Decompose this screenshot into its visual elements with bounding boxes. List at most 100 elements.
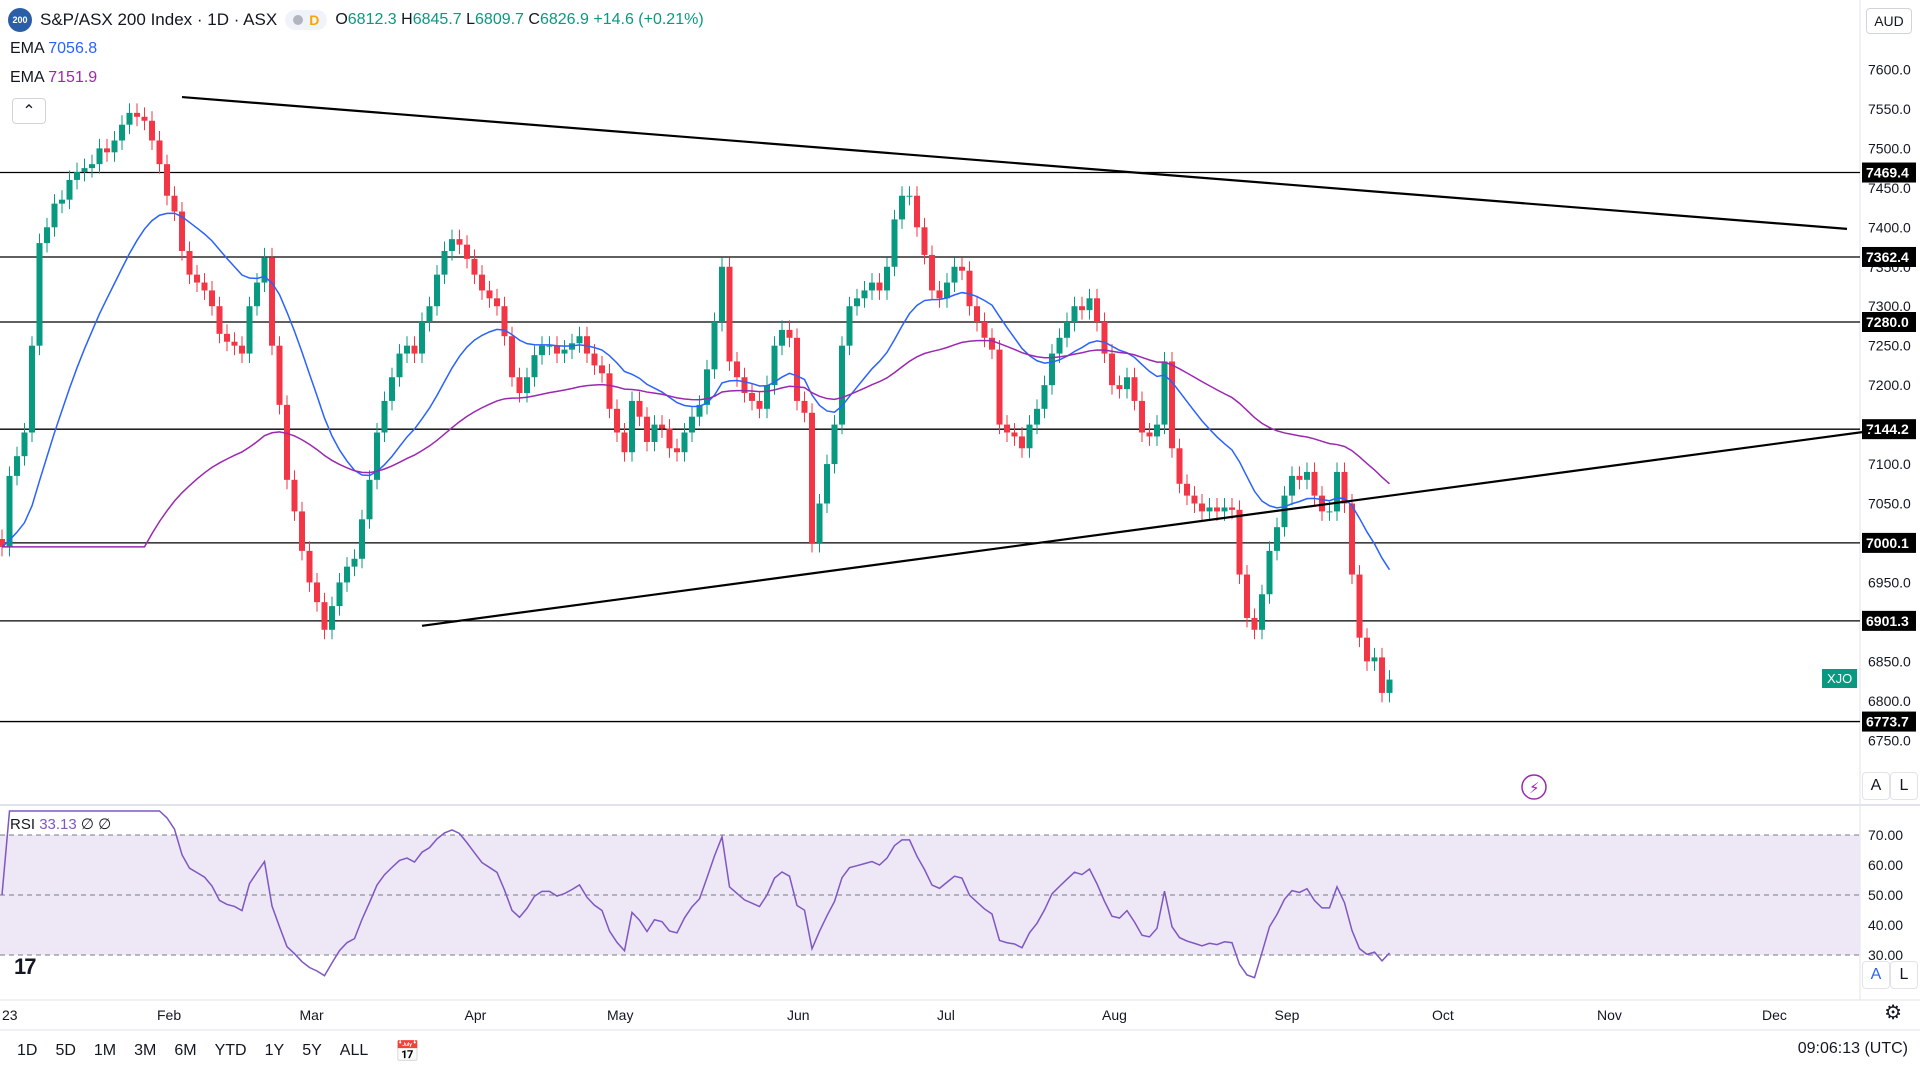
candle-body (996, 349, 1003, 425)
candle-body (449, 239, 455, 251)
candle-body (1004, 424, 1010, 433)
candle-body (629, 400, 635, 453)
gear-icon[interactable]: ⚙ (1884, 1002, 1902, 1024)
candle-body (1154, 424, 1160, 437)
candle-body (246, 306, 253, 354)
candle-body (779, 329, 785, 346)
candle-body (531, 355, 538, 378)
rsi-auto-scale-button[interactable]: A (1862, 961, 1890, 989)
timeframe-list: 1D 5D 1M 3M 6M YTD 1Y 5Y ALL (8, 1038, 377, 1064)
candle-body (419, 322, 425, 354)
candle-body (36, 243, 43, 346)
candle-body (291, 479, 298, 512)
level-tag-bg (1862, 162, 1916, 183)
candle-body (606, 373, 613, 409)
candle-body (689, 416, 695, 433)
rsi-log-scale-button[interactable]: L (1890, 961, 1918, 989)
candle-body (1281, 495, 1288, 528)
timeframe-button-5d[interactable]: 5D (55, 1042, 76, 1059)
symbol-title[interactable]: S&P/ASX 200 Index · 1D · ASX (40, 10, 278, 29)
candle-body (951, 266, 958, 283)
x-tick-label: Aug (1102, 1007, 1127, 1023)
candle-body (674, 448, 680, 453)
timeframe-button-1d[interactable]: 1D (17, 1042, 38, 1059)
y-tick-label: 7250.0 (1868, 338, 1911, 354)
ema-slow-legend[interactable]: EMA 7151.9 (10, 69, 97, 87)
ema-slow-value: 7151.9 (48, 69, 98, 86)
currency-selector[interactable]: AUD (1866, 8, 1912, 34)
candle-body (614, 408, 620, 433)
candle-body (989, 337, 995, 350)
ohlc-high: 6845.7 (412, 11, 462, 28)
timeframe-button-5y[interactable]: 5Y (302, 1042, 322, 1059)
candle-body (1079, 306, 1085, 311)
timeframe-button-1m[interactable]: 1M (93, 1042, 117, 1059)
candle-body (396, 353, 403, 378)
rsi-tick-label: 30.00 (1868, 947, 1903, 963)
candle-body (456, 239, 463, 245)
candle-body (164, 164, 170, 196)
y-tick-label: 6750.0 (1868, 732, 1911, 748)
candle-body (749, 393, 755, 401)
rsi-label: RSI (10, 816, 36, 833)
y-tick-label: 7550.0 (1868, 101, 1911, 117)
candle-body (1296, 475, 1303, 480)
candle-body (44, 227, 50, 244)
candle-body (96, 148, 103, 165)
rsi-tick-label: 50.00 (1868, 887, 1903, 903)
candle-body (621, 432, 628, 453)
collapse-legend-button[interactable]: ⌃ (12, 98, 46, 124)
candle-body (81, 168, 88, 173)
bottom-toolbar: 1D 5D 1M 3M 6M YTD 1Y 5Y ALL 📅 (0, 1031, 1920, 1071)
candle-body (1326, 511, 1333, 513)
timeframe-button-ytd[interactable]: YTD (214, 1042, 247, 1059)
candle-body (381, 400, 388, 433)
candle-body (426, 306, 433, 322)
candle-body (1206, 507, 1213, 512)
data-source-pill[interactable]: D (285, 10, 328, 30)
candle-body (659, 424, 665, 429)
candle-body (831, 424, 838, 465)
candle-body (1334, 471, 1340, 512)
clock-display[interactable]: 09:06:13 (UTC) (1797, 1040, 1908, 1057)
candle-body (1304, 471, 1310, 480)
candle-body (1109, 353, 1115, 386)
y-tick-label: 6950.0 (1868, 574, 1911, 590)
chevron-up-icon: ⌃ (22, 103, 36, 120)
candle-body (959, 266, 965, 271)
calendar-icon[interactable]: 📅 (395, 1040, 421, 1063)
candle-body (974, 306, 980, 322)
rsi-tick-label: 70.00 (1868, 827, 1903, 843)
x-tick-label: Jun (787, 1007, 810, 1023)
candle-body (1139, 400, 1145, 433)
timeframe-button-3m[interactable]: 3M (134, 1042, 157, 1059)
candle-body (741, 377, 748, 394)
candle-body (464, 244, 470, 259)
candle-body (921, 227, 928, 255)
candle-body (884, 266, 890, 291)
ohlc-close: 6826.9 (539, 11, 589, 28)
ema-fast-legend[interactable]: EMA 7056.8 (10, 40, 97, 58)
log-scale-button[interactable]: L (1890, 772, 1918, 800)
candle-body (861, 290, 868, 299)
candle-body (374, 432, 380, 480)
candle-body (104, 148, 110, 153)
candle-body (816, 503, 823, 543)
trendline (181, 95, 1848, 230)
candle-body (1274, 527, 1280, 551)
rsi-legend[interactable]: RSI 33.13 ∅ ∅ (10, 815, 111, 833)
candle-body (1221, 507, 1228, 512)
ema-fast-line (1, 212, 1391, 571)
timeframe-button-6m[interactable]: 6M (174, 1042, 197, 1059)
timeframe-button-1y[interactable]: 1Y (264, 1042, 285, 1059)
candle-body (1379, 657, 1385, 693)
candle-body (1214, 507, 1220, 512)
candle-body (201, 282, 208, 291)
candle-body (539, 345, 545, 356)
candle-body (891, 219, 898, 267)
timeframe-button-all[interactable]: ALL (339, 1042, 369, 1059)
ohlc-change: +14.6 (+0.21%) (593, 11, 704, 28)
candle-body (719, 266, 725, 322)
auto-scale-button[interactable]: A (1862, 772, 1890, 800)
